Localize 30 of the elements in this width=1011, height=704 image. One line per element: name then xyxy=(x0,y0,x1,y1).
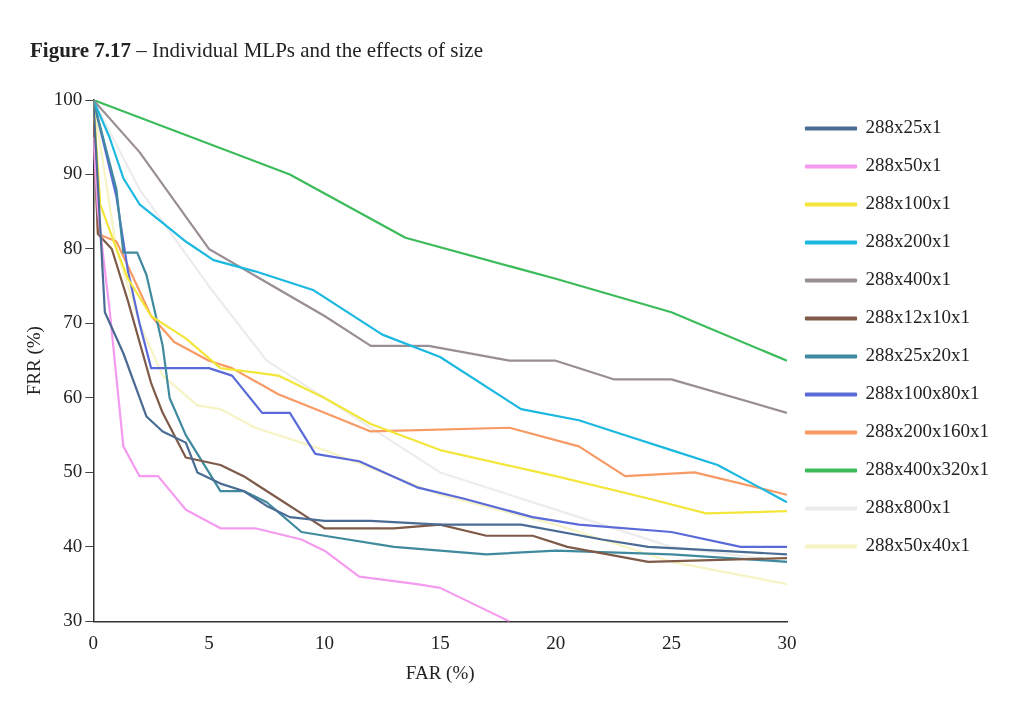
legend-label: 288x100x1 xyxy=(865,192,951,214)
x-tick-label: 15 xyxy=(430,631,450,653)
legend-label: 288x800x1 xyxy=(865,496,951,518)
y-tick-label: 50 xyxy=(63,460,83,482)
x-tick-label: 30 xyxy=(777,631,797,653)
y-tick-label: 60 xyxy=(63,385,83,407)
legend-label: 288x400x1 xyxy=(865,268,951,290)
y-tick-label: 100 xyxy=(53,87,83,109)
y-tick-label: 70 xyxy=(63,311,83,333)
legend-label: 288x50x40x1 xyxy=(865,534,970,556)
legend-label: 288x200x1 xyxy=(865,230,951,252)
chart-title: Figure 7.17 – Individual MLPs and the effects of size xyxy=(30,38,483,63)
x-tick-label: 10 xyxy=(315,631,335,653)
y-tick-label: 90 xyxy=(63,162,83,184)
legend-label: 288x200x160x1 xyxy=(865,420,989,442)
x-axis-title: FAR (%) xyxy=(405,661,475,684)
y-tick-label: 80 xyxy=(63,236,83,258)
legend-label: 288x400x320x1 xyxy=(865,458,989,480)
legend-label: 288x50x1 xyxy=(865,154,942,176)
y-tick-label: 30 xyxy=(63,609,83,631)
x-tick-label: 0 xyxy=(88,631,99,653)
legend-label: 288x12x10x1 xyxy=(865,306,970,328)
legend-label: 288x25x20x1 xyxy=(865,344,970,366)
y-tick-label: 40 xyxy=(63,534,83,556)
legend-label: 288x100x80x1 xyxy=(865,382,980,404)
x-tick-label: 5 xyxy=(204,631,214,653)
x-tick-label: 25 xyxy=(661,631,681,653)
y-axis-title: FRR (%) xyxy=(23,326,46,396)
x-tick-label: 20 xyxy=(546,631,566,653)
legend-label: 288x25x1 xyxy=(865,116,942,138)
